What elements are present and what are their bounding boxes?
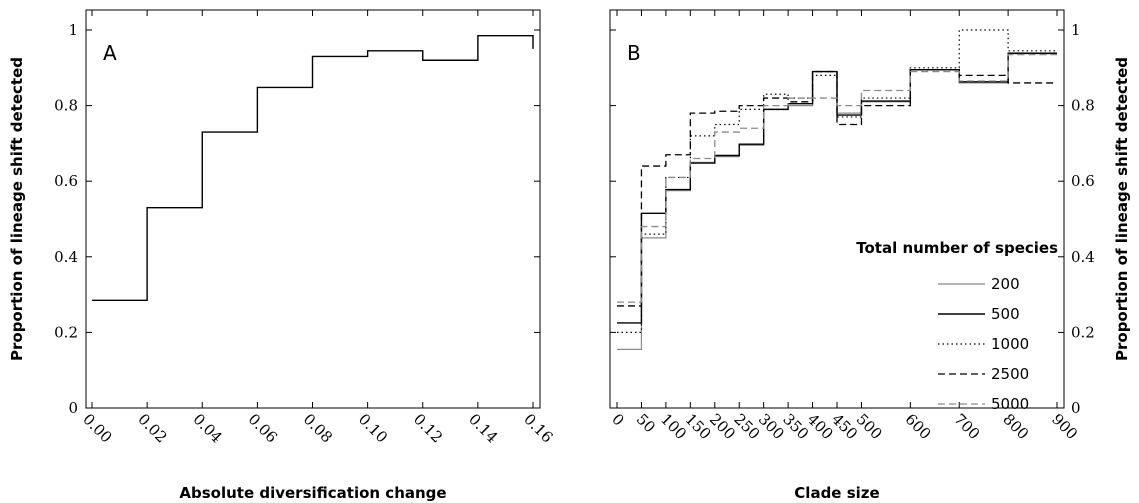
panel-b-x-tick-label: 200 [706, 410, 739, 443]
panel-b-series [617, 29, 1057, 351]
panel-a-y-axis-label: Proportion of lineage shift detected [8, 57, 26, 361]
panel-a-series [92, 34, 534, 301]
legend-label-5000: 5000 [991, 395, 1029, 413]
panel-b-x-tick-label: 400 [804, 410, 837, 443]
panel-a-y-tick-label: 1 [68, 21, 78, 39]
panel-b-x-tick-label: 600 [902, 410, 935, 443]
panel-b-y-axis-label: Proportion of lineage shift detected [1113, 57, 1131, 361]
legend-label-500: 500 [991, 305, 1020, 323]
series-line-5000 [617, 53, 1057, 303]
panel-a-x-tick-label: 0.04 [189, 410, 225, 446]
panel-b-x-tick-label: 0 [608, 410, 627, 429]
panel-b-x-tick-label: 50 [633, 410, 659, 436]
panel-a-y-tick-label: 0.8 [54, 97, 78, 115]
panel-b-y-tick-label: 0.8 [1071, 97, 1095, 115]
panel-b-x-tick-label: 100 [657, 410, 690, 443]
panel-a-x-tick-label: 0.10 [355, 410, 391, 446]
panel-a-x-tick-label: 0.08 [300, 410, 336, 446]
panel-a-x-tick-label: 0.02 [134, 410, 170, 446]
panel-b-x-tick-label: 350 [779, 410, 812, 443]
panel-a-x-tick-label: 0.14 [465, 410, 501, 446]
panel-a-y-tick-label: 0.2 [54, 323, 78, 341]
panel-b-legend: Total number of species 200 500 1000 2500 50… [856, 239, 1058, 413]
panel-b-y-tick-label: 0 [1071, 399, 1081, 417]
panel-b-x-axis-label: Clade size [794, 484, 879, 502]
panel-b-x-tick-label: 450 [828, 410, 861, 443]
panel-b: B 00.20.40.60.810 50100150200250300350400… [608, 9, 1131, 502]
panel-a-letter: A [103, 41, 117, 65]
panel-b-x-tick-label: 300 [755, 410, 788, 443]
panel-b-x-tick-label: 250 [730, 410, 763, 443]
legend-label-1000: 1000 [991, 335, 1029, 353]
panel-b-x-tick-label: 150 [682, 410, 715, 443]
panel-a-x-tick-label: 0.12 [410, 410, 446, 446]
panel-a-x-axis-label: Absolute diversification change [179, 484, 446, 502]
panel-b-x-tick-label: 500 [853, 410, 886, 443]
panel-a-x-tick-label: 0.06 [245, 410, 281, 446]
panel-b-y-tick-label: 0.6 [1071, 172, 1095, 190]
series-line-1000 [617, 29, 1057, 333]
legend-label-2500: 2500 [991, 365, 1029, 383]
legend-label-200: 200 [991, 275, 1020, 293]
panel-b-x-tick-label: 800 [999, 410, 1032, 443]
panel-b-y-tick-label: 0.2 [1071, 323, 1095, 341]
panel-a-x-tick-label: 0.16 [520, 410, 556, 446]
series-line-2500 [617, 69, 1057, 307]
legend-title: Total number of species [856, 239, 1058, 257]
panel-b-y-tick-label: 0.4 [1071, 248, 1095, 266]
panel-a-x-tick-label: 0.00 [79, 410, 115, 446]
panel-a-y-tick-label: 0.4 [54, 248, 78, 266]
panel-a-y-tick-label: 0.6 [54, 172, 78, 190]
panel-a-axes: 0 0.2 0.4 0.6 0.8 1 0.00 0.02 0.04 0.06 0.08 0.10 0.… [54, 10, 557, 446]
panel-a: A 0 0.2 0.4 0.6 0.8 1 0.00 0.02 0.04 0.06 0.08 0.10… [8, 9, 557, 502]
panel-b-y-tick-label: 1 [1071, 21, 1081, 39]
panel-a-series-line [92, 34, 534, 301]
series-line-500 [617, 52, 1057, 324]
panel-b-letter: B [627, 41, 641, 65]
panel-a-y-tick-label: 0 [68, 399, 78, 417]
panel-b-x-tick-label: 700 [950, 410, 983, 443]
